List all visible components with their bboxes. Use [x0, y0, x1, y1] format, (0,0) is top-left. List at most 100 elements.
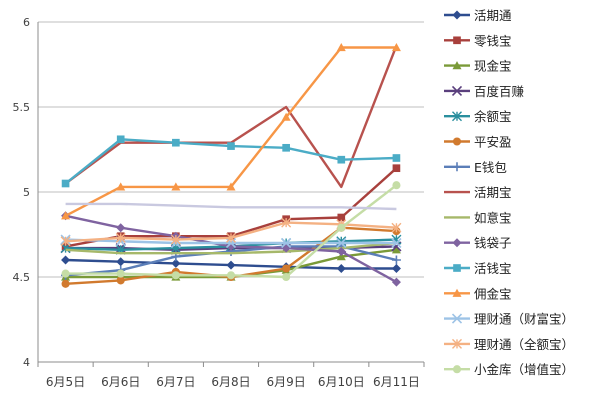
data-point [337, 213, 346, 222]
series-path [65, 202, 397, 211]
data-point [391, 255, 401, 265]
x-tick-label: 6月9日 [267, 375, 306, 389]
legend-label: 百度百赚 [474, 84, 524, 99]
data-point [226, 182, 236, 191]
data-point [337, 155, 346, 164]
legend-marker [453, 264, 461, 272]
legend-item: 钱袋子 [444, 236, 512, 251]
y-tick-label: 4.5 [13, 271, 31, 284]
legend-item: 活钱宝 [444, 261, 512, 276]
data-point [281, 217, 292, 228]
legend-label: 现金宝 [474, 59, 512, 74]
legend-item: 零钱宝 [444, 33, 512, 48]
axes: 4 4.5 5 5.5 6 6月5日 6月6日 6月7日 6月8日 6月9日 6月10日 6月11日 [13, 16, 425, 389]
legend-label: 余额宝 [474, 109, 512, 124]
legend-item: 佣金宝 [444, 286, 512, 301]
legend-label: 如意宝 [474, 210, 512, 225]
data-point [60, 236, 71, 247]
legend-item: 如意宝 [444, 210, 512, 225]
data-point [116, 276, 125, 285]
x-tick-label: 6月5日 [46, 375, 85, 389]
data-point [115, 232, 126, 243]
legend-marker [452, 238, 462, 248]
data-point [392, 181, 401, 190]
series-line-10 [61, 135, 401, 188]
data-point [281, 237, 292, 249]
series-group [60, 43, 402, 288]
legend-label: 佣金宝 [474, 286, 512, 301]
x-tick-label: 6月6日 [101, 375, 140, 389]
data-point [116, 182, 126, 191]
legend-item: 现金宝 [444, 59, 512, 74]
legend-label: E钱包 [474, 160, 507, 175]
data-point [391, 245, 401, 254]
data-point [170, 234, 181, 245]
x-tick-label: 6月11日 [373, 375, 420, 389]
data-point [336, 237, 347, 249]
x-tick-label: 6月8日 [211, 375, 250, 389]
data-point [116, 257, 126, 267]
legend-marker [451, 85, 463, 96]
x-tick-label: 6月10日 [318, 375, 365, 389]
legend-marker [452, 288, 462, 297]
legend-item: 理财通（全额宝） [444, 337, 574, 352]
legend-marker [452, 162, 462, 172]
data-point [392, 154, 401, 162]
data-point [336, 252, 346, 261]
legend-marker [452, 111, 462, 122]
x-tick-label: 6月7日 [156, 375, 195, 389]
series-path [65, 46, 397, 217]
series-line-9 [61, 211, 401, 287]
legend-item: E钱包 [444, 160, 507, 175]
data-point [226, 232, 236, 243]
data-point [61, 279, 70, 288]
data-point [282, 264, 291, 273]
data-point [172, 138, 180, 147]
series-line-14 [61, 181, 401, 282]
data-point [116, 269, 125, 278]
legend-label: 平安盈 [474, 135, 512, 150]
legend-label: 零钱宝 [474, 33, 512, 48]
data-point [391, 43, 401, 52]
legend-item: 理财通（财富宝） [444, 312, 574, 327]
legend-marker [452, 338, 462, 349]
legend-label: 活期宝 [474, 185, 512, 200]
data-point [391, 237, 402, 249]
data-point [282, 143, 290, 152]
y-tick-label: 5.5 [13, 101, 31, 114]
data-point [226, 271, 236, 280]
legend-item: 活期宝 [444, 185, 512, 200]
legend-marker [452, 365, 462, 374]
data-point [282, 272, 291, 282]
data-point [171, 182, 181, 191]
legend-label: 活钱宝 [474, 261, 512, 276]
legend-marker [451, 313, 463, 324]
series-line-11 [61, 43, 401, 220]
legend-label: 活期通 [474, 8, 512, 23]
legend-item: 平安盈 [444, 135, 512, 150]
y-tick-label: 5 [23, 186, 30, 199]
data-point [226, 260, 236, 270]
legend-marker [452, 61, 462, 70]
series-line-7 [64, 45, 398, 189]
data-point [227, 142, 235, 150]
data-point [116, 135, 125, 144]
data-point [336, 264, 346, 273]
data-point [171, 271, 180, 280]
data-point [61, 269, 70, 278]
data-point [281, 112, 291, 121]
gridlines [38, 21, 424, 363]
data-point [336, 247, 346, 256]
legend-item: 小金库（增值宝） [444, 362, 574, 377]
legend-item: 余额宝 [444, 109, 512, 124]
series-line-15 [65, 202, 397, 211]
legend-marker [452, 137, 462, 146]
data-point [391, 277, 401, 287]
legend-item: 活期通 [444, 8, 512, 23]
legend-marker [453, 36, 461, 45]
legend-label: 理财通（全额宝） [474, 337, 574, 352]
legend-item: 百度百赚 [444, 84, 524, 99]
data-point [392, 164, 401, 173]
legend-label: 理财通（财富宝） [474, 312, 574, 327]
